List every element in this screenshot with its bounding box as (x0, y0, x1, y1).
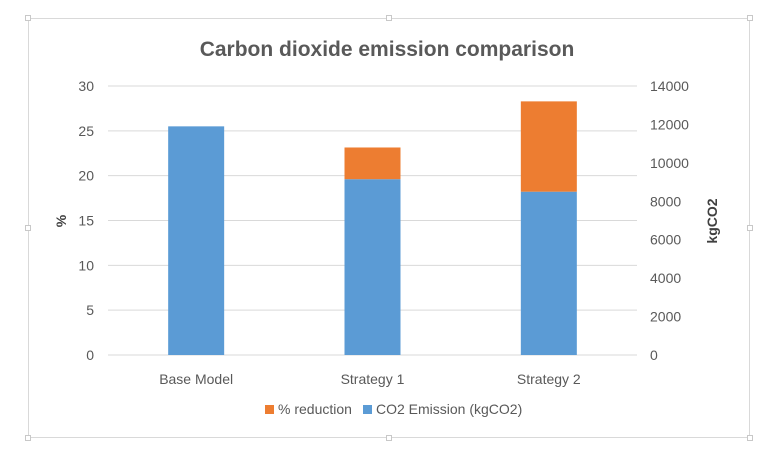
resize-handle-top-right[interactable] (747, 15, 753, 21)
left-tick-label: 30 (78, 78, 94, 94)
right-tick-label: 8000 (650, 193, 681, 209)
right-tick-label: 6000 (650, 232, 681, 248)
left-tick-label: 15 (78, 213, 94, 229)
right-tick-label: 12000 (650, 116, 689, 132)
bar-segment (344, 147, 401, 180)
legend-swatch (363, 405, 372, 414)
left-tick-label: 25 (78, 123, 94, 139)
bar-segment (520, 191, 577, 355)
left-tick-label: 20 (78, 168, 94, 184)
right-axis-label: kgCO2 (704, 198, 720, 243)
category-label: Strategy 1 (341, 371, 405, 387)
resize-handle-left[interactable] (25, 225, 31, 231)
right-tick-label: 0 (650, 347, 658, 363)
resize-handle-bottom[interactable] (386, 435, 392, 441)
category-label: Base Model (159, 371, 233, 387)
legend: % reduction CO2 Emission (kgCO2) (265, 401, 522, 417)
left-tick-label: 0 (86, 347, 94, 363)
resize-handle-bottom-left[interactable] (25, 435, 31, 441)
category-labels: Base Model Strategy 1 Strategy 2 (159, 371, 581, 387)
bar-segment (168, 126, 225, 355)
category-label: Strategy 2 (517, 371, 581, 387)
legend-label: CO2 Emission (kgCO2) (376, 401, 522, 417)
bar-segment (520, 101, 577, 192)
right-axis-ticks: 0 2000 4000 6000 8000 10000 12000 14000 (650, 78, 689, 363)
left-tick-label: 5 (86, 302, 94, 318)
right-tick-label: 2000 (650, 309, 681, 325)
resize-handle-top-left[interactable] (25, 15, 31, 21)
right-tick-label: 14000 (650, 78, 689, 94)
left-axis-ticks: 0 5 10 15 20 25 30 (78, 78, 94, 363)
resize-handle-bottom-right[interactable] (747, 435, 753, 441)
right-tick-label: 4000 (650, 270, 681, 286)
legend-swatch (265, 405, 274, 414)
chart-title: Carbon dioxide emission comparison (200, 38, 575, 61)
legend-label: % reduction (278, 401, 352, 417)
bars (168, 101, 577, 355)
left-tick-label: 10 (78, 257, 94, 273)
right-tick-label: 10000 (650, 155, 689, 171)
resize-handle-top[interactable] (386, 15, 392, 21)
resize-handle-right[interactable] (747, 225, 753, 231)
left-axis-label: % (53, 214, 69, 227)
bar-segment (344, 179, 401, 355)
